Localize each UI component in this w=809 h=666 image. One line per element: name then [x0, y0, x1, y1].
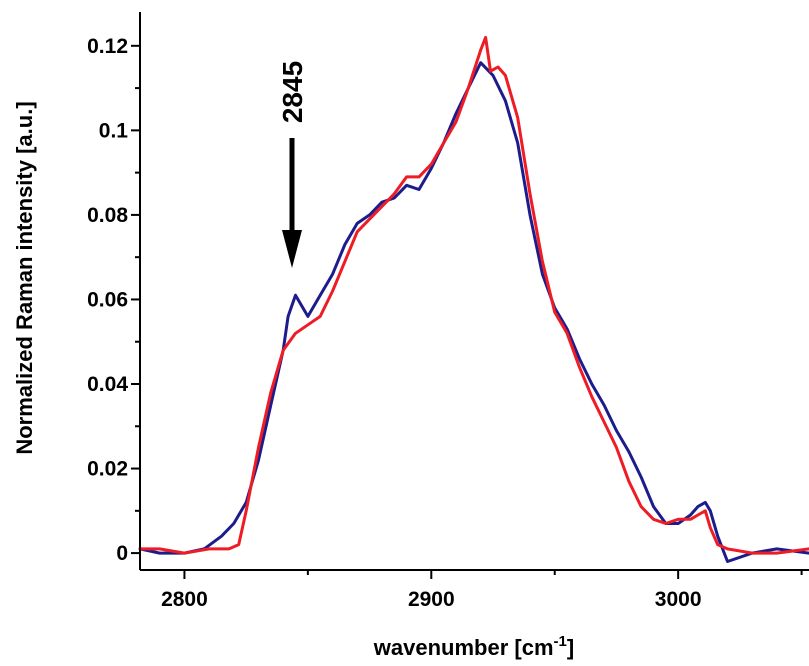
axes [139, 12, 809, 571]
y-tick-label: 0.1 [99, 119, 129, 142]
tick-labels: 0 0.02 0.04 0.06 0.08 0.1 0.12 2800 2900 3000 [87, 35, 701, 611]
y-tick-label: 0 [116, 542, 128, 565]
series-line-2 [138, 35, 809, 555]
annotation: 2845 [277, 61, 308, 268]
y-tick-label: 0.08 [87, 204, 128, 227]
annotation-arrow-head [282, 230, 302, 268]
y-tick-label: 0.02 [87, 458, 128, 481]
y-tick-label: 0.12 [87, 35, 128, 58]
y-tick-label: 0.04 [87, 373, 128, 396]
x-tick-label: 2800 [161, 588, 208, 611]
x-axis-title: wavenumber [cm-1] [373, 633, 574, 660]
x-tick-label: 2900 [408, 588, 455, 611]
y-axis-title: Normalized Raman intensity [a.u.] [12, 101, 37, 454]
y-tick-label: 0.06 [87, 288, 128, 311]
series-line-1 [138, 61, 809, 563]
x-tick-label: 3000 [655, 588, 702, 611]
annotation-label: 2845 [277, 61, 308, 123]
series-lines [138, 35, 809, 563]
ticks [131, 44, 803, 579]
